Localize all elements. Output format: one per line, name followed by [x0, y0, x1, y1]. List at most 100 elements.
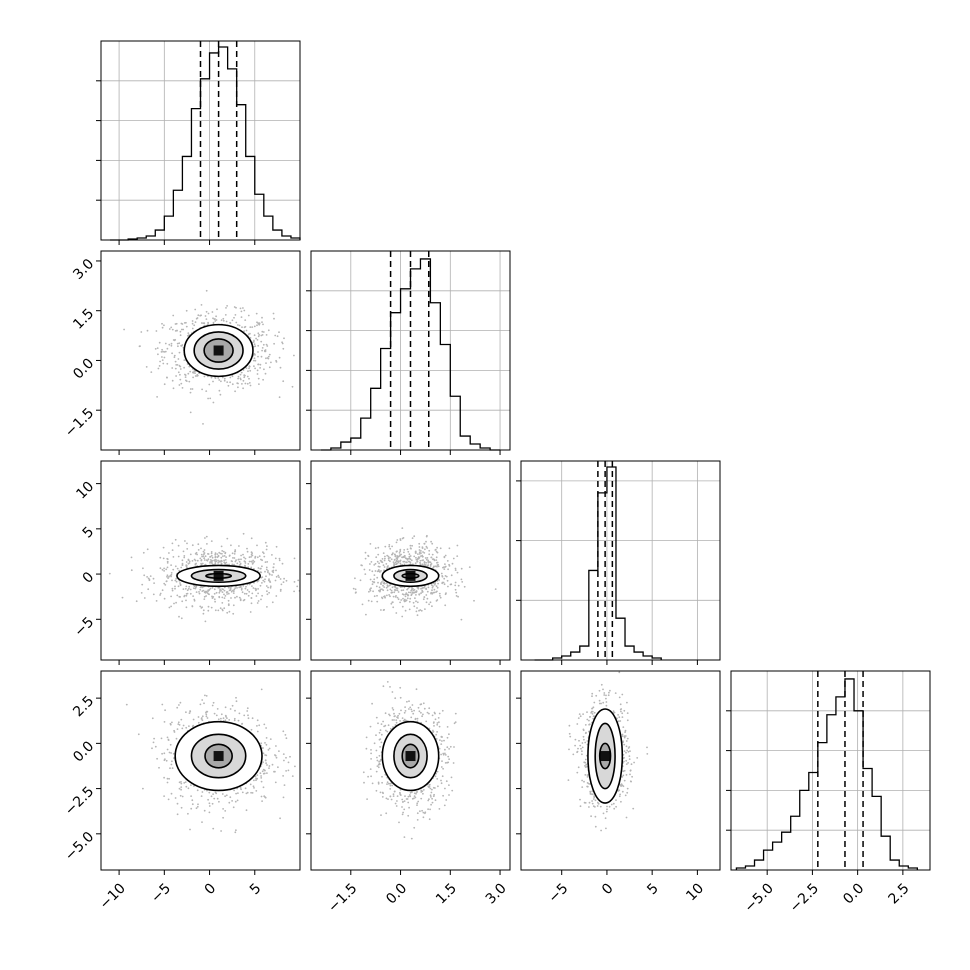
scatter-point	[253, 357, 256, 360]
scatter-point	[251, 717, 254, 720]
scatter-point	[166, 566, 169, 569]
scatter-point	[365, 736, 368, 739]
scatter-point	[219, 393, 222, 396]
scatter-point	[218, 379, 221, 381]
scatter-point	[256, 324, 258, 327]
scatter-point	[262, 378, 264, 381]
scatter-point	[231, 563, 234, 566]
scatter-point	[444, 748, 446, 751]
scatter-point	[574, 738, 577, 741]
scatter-point	[203, 549, 206, 551]
scatter-point	[203, 559, 206, 561]
scatter-point	[191, 605, 194, 607]
scatter-point	[422, 792, 424, 795]
scatter-point	[422, 816, 425, 819]
scatter-point	[430, 563, 433, 565]
scatter-point	[396, 587, 399, 590]
scatter-point	[171, 542, 174, 545]
scatter-point	[241, 326, 243, 329]
scatter-point	[172, 556, 175, 558]
scatter-point	[242, 387, 245, 390]
scatter-point	[242, 307, 244, 309]
contour-line	[205, 572, 233, 579]
scatter-point	[194, 587, 197, 590]
scatter-point	[404, 593, 407, 596]
scatter-point	[236, 587, 238, 589]
scatter-point	[195, 585, 198, 588]
scatter-point	[380, 814, 382, 816]
scatter-point	[407, 795, 410, 798]
scatter-point	[231, 319, 234, 322]
scatter-point	[203, 552, 206, 554]
scatter-point	[399, 791, 401, 794]
scatter-point	[140, 592, 143, 594]
scatter-point	[171, 328, 174, 331]
scatter-point	[432, 565, 435, 568]
scatter-point	[381, 597, 384, 600]
scatter-point	[163, 567, 166, 570]
scatter-point	[602, 688, 604, 691]
scatter-point	[188, 365, 191, 368]
scatter-point	[404, 595, 407, 598]
scatter-panel-0-2	[96, 460, 301, 665]
scatter-point	[196, 559, 199, 562]
scatter-point	[369, 768, 372, 770]
scatter-point	[170, 344, 173, 347]
scatter-point	[397, 560, 400, 562]
panel-frame	[100, 40, 301, 241]
scatter-point	[379, 588, 382, 591]
scatter-point	[182, 588, 185, 590]
scatter-point	[394, 596, 397, 598]
scatter-point	[201, 606, 204, 609]
scatter-point	[162, 546, 165, 549]
scatter-point	[414, 796, 417, 799]
scatter-point	[373, 742, 376, 745]
scatter-point	[212, 827, 215, 830]
scatter-point	[209, 555, 212, 558]
scatter-point	[176, 813, 179, 816]
scatter-point	[175, 580, 178, 583]
scatter-point	[231, 383, 234, 386]
scatter-point	[164, 342, 167, 345]
scatter-point	[612, 710, 615, 713]
scatter-point	[130, 556, 133, 559]
scatter-point	[438, 592, 441, 595]
scatter-point	[218, 591, 221, 594]
scatter-point	[380, 609, 382, 611]
scatter-point	[236, 595, 238, 598]
scatter-point	[221, 550, 224, 552]
scatter-point	[184, 587, 187, 590]
scatter-point	[252, 341, 255, 343]
scatter-point	[425, 587, 427, 590]
scatter-point	[378, 565, 381, 568]
scatter-point	[425, 540, 427, 543]
scatter-point	[155, 330, 158, 332]
scatter-point	[419, 703, 422, 706]
scatter-point	[613, 807, 616, 810]
scatter-point	[154, 348, 157, 350]
scatter-point	[214, 320, 217, 322]
scatter-point	[375, 749, 378, 752]
scatter-point	[272, 312, 275, 315]
scatter-point	[217, 562, 220, 564]
scatter-point	[261, 321, 263, 323]
scatter-point	[261, 347, 264, 349]
scatter-point	[181, 727, 184, 730]
scatter-point	[265, 357, 267, 360]
scatter-point	[228, 589, 231, 592]
scatter-point	[439, 595, 441, 597]
scatter-point	[180, 617, 183, 620]
scatter-point	[253, 779, 255, 782]
scatter-point	[415, 594, 417, 596]
scatter-point	[606, 808, 608, 811]
scatter-point	[377, 782, 380, 785]
scatter-point	[265, 334, 268, 336]
scatter-point	[392, 795, 395, 797]
scatter-point	[441, 740, 443, 742]
scatter-point	[214, 791, 217, 794]
scatter-point	[240, 788, 243, 791]
scatter-point	[194, 372, 196, 374]
scatter-point	[409, 706, 412, 709]
scatter-point	[448, 758, 450, 761]
